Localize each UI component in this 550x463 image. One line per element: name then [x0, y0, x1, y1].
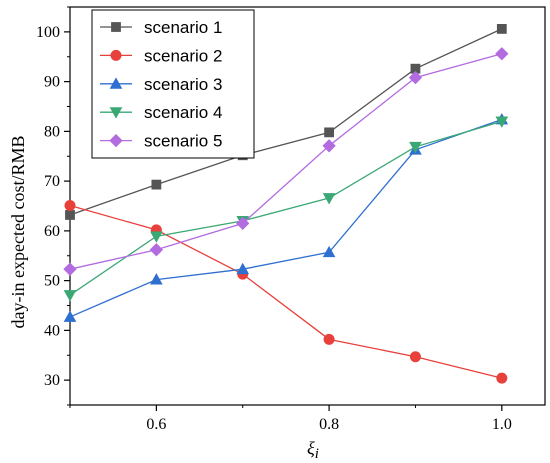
- x-tick-label: 0.6: [146, 416, 166, 433]
- legend-item: scenario 4: [100, 103, 222, 122]
- legend-marker: [109, 77, 123, 89]
- series-line: [69, 28, 503, 216]
- data-point: [236, 216, 250, 231]
- y-tick-label: 50: [44, 273, 60, 290]
- legend-item: scenario 5: [100, 132, 222, 151]
- data-point: [150, 231, 163, 243]
- legend-label: scenario 5: [144, 132, 222, 151]
- legend-label: scenario 2: [144, 46, 222, 65]
- series-4: [63, 116, 509, 302]
- data-point: [495, 47, 509, 61]
- data-point: [236, 262, 250, 275]
- y-tick-label: 70: [44, 173, 60, 190]
- data-point: [322, 193, 336, 205]
- legend-item: scenario 1: [100, 18, 222, 37]
- legend-label: scenario 3: [144, 75, 222, 94]
- data-point: [63, 262, 77, 276]
- series-line: [69, 53, 502, 270]
- data-point: [65, 210, 75, 220]
- legend-item: scenario 2: [100, 46, 222, 65]
- data-point: [496, 372, 508, 384]
- data-point: [495, 116, 509, 128]
- legend: scenario 1 scenario 2 scenario 3 scenario 4…: [91, 9, 255, 159]
- x-axis-label-main: ξ: [307, 438, 315, 458]
- data-point: [496, 23, 507, 34]
- y-tick-label: 100: [36, 24, 60, 41]
- x-tick-label: 0.8: [319, 416, 339, 433]
- data-point: [64, 200, 76, 212]
- series-layer: [63, 23, 509, 384]
- data-point: [149, 243, 164, 257]
- legend-marker: [109, 107, 123, 119]
- data-point: [151, 179, 162, 190]
- series-line: [69, 120, 503, 296]
- data-point: [409, 141, 422, 154]
- x-axis-label: ξi: [307, 438, 319, 462]
- data-point: [63, 310, 77, 322]
- y-tick-label: 60: [44, 223, 60, 240]
- legend-marker: [111, 22, 121, 32]
- x-tick-label: 1.0: [492, 416, 512, 433]
- y-tick-label: 30: [44, 372, 60, 389]
- data-point: [322, 245, 336, 258]
- y-tick-label: 90: [44, 74, 60, 91]
- y-tick-label: 80: [44, 123, 60, 140]
- data-point: [322, 139, 336, 153]
- data-point: [323, 333, 335, 345]
- y-axis-label: day-in expected cost/RMB: [8, 136, 28, 329]
- series-5: [63, 47, 509, 276]
- legend-label: scenario 1: [144, 18, 222, 37]
- data-point: [324, 127, 334, 138]
- series-line: [69, 118, 503, 318]
- legend-label: scenario 4: [144, 103, 222, 122]
- x-axis-label-sub: i: [315, 446, 319, 462]
- legend-marker: [109, 133, 123, 148]
- axes: 30 40 50 60 70 80 90 100 0.6 0.8 1.0: [36, 6, 546, 433]
- y-tick-label: 40: [44, 322, 60, 339]
- data-point: [409, 351, 421, 363]
- legend-marker: [110, 49, 122, 61]
- data-point: [150, 273, 163, 285]
- data-point: [63, 290, 77, 302]
- legend-item: scenario 3: [100, 75, 222, 94]
- series-2: [64, 200, 508, 384]
- data-point: [408, 71, 423, 85]
- series-line: [69, 204, 502, 379]
